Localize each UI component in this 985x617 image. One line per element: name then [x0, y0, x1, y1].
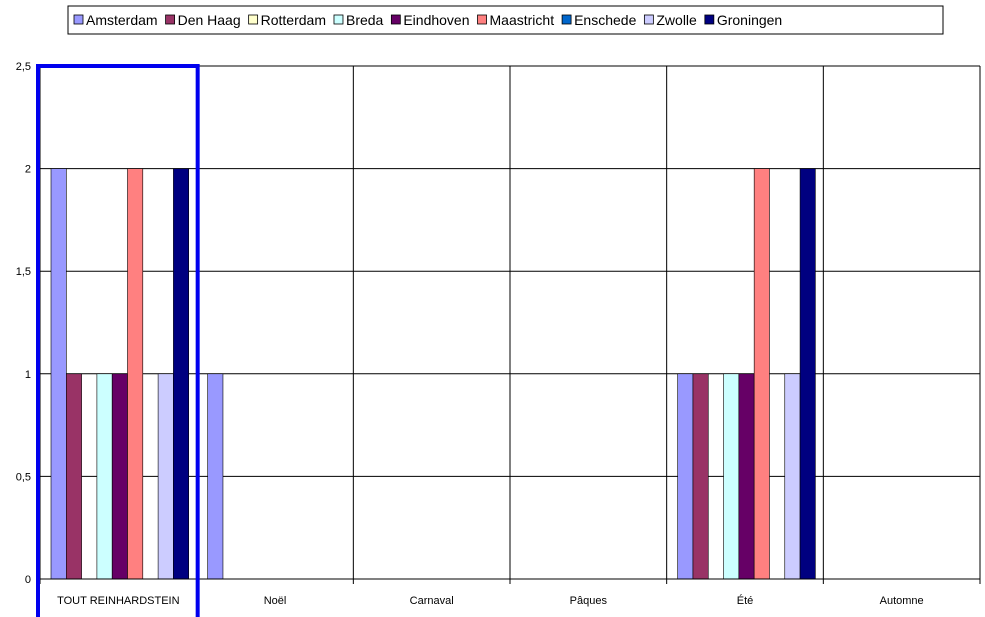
bar-zwolle [784, 373, 801, 580]
y-tick-label: 1,5 [16, 266, 31, 278]
legend-swatch-groningen [704, 14, 715, 25]
y-tick-label: 1 [25, 369, 31, 381]
legend-label-zwolle: Zwolle [656, 12, 697, 28]
bar-breda [723, 373, 740, 580]
x-category-label: Automne [880, 595, 924, 607]
x-category-label: Été [737, 594, 754, 607]
bar-eindhoven [111, 373, 128, 580]
legend-label-amsterdam: Amsterdam [86, 12, 158, 28]
bar-den-haag [692, 373, 709, 580]
y-tick-label: 0,5 [16, 471, 31, 483]
bar-breda [96, 373, 113, 580]
legend-swatch-rotterdam [248, 14, 259, 25]
legend-swatch-enschede [561, 14, 572, 25]
x-category-label: TOUT REINHARDSTEIN [57, 595, 179, 607]
legend-swatch-amsterdam [73, 14, 84, 25]
bar-den-haag [66, 373, 82, 580]
bar-maastricht [127, 168, 144, 580]
highlight-frame [36, 64, 200, 617]
legend-label-groningen: Groningen [717, 12, 782, 28]
legend-label-maastricht: Maastricht [490, 12, 555, 28]
bar-zwolle [157, 373, 174, 580]
bar-amsterdam [677, 373, 694, 580]
legend-box [67, 5, 944, 35]
y-tick-label: 2,5 [16, 61, 31, 73]
bar-maastricht [753, 168, 770, 580]
legend-label-enschede: Enschede [574, 12, 636, 28]
legend-swatch-den-haag [165, 14, 175, 25]
legend-label-rotterdam: Rotterdam [261, 12, 326, 28]
bar-eindhoven [738, 373, 755, 580]
legend-label-den-haag: Den Haag [178, 12, 241, 28]
legend-label-eindhoven: Eindhoven [403, 12, 469, 28]
legend-swatch-zwolle [643, 14, 654, 25]
x-category-label: Pâques [570, 595, 608, 607]
y-tick-label: 0 [25, 574, 31, 586]
bar-amsterdam [207, 373, 224, 580]
x-category-label: Carnaval [410, 595, 454, 607]
legend-swatch-breda [333, 14, 344, 25]
x-category-label: Noël [264, 595, 287, 607]
legend-label-breda: Breda [346, 12, 384, 28]
y-tick-label: 2 [25, 164, 31, 176]
legend-swatch-eindhoven [390, 14, 401, 25]
legend-swatch-maastricht [477, 14, 487, 25]
bar-groningen [173, 168, 189, 580]
bar-amsterdam [50, 168, 67, 580]
bar-groningen [799, 168, 816, 580]
